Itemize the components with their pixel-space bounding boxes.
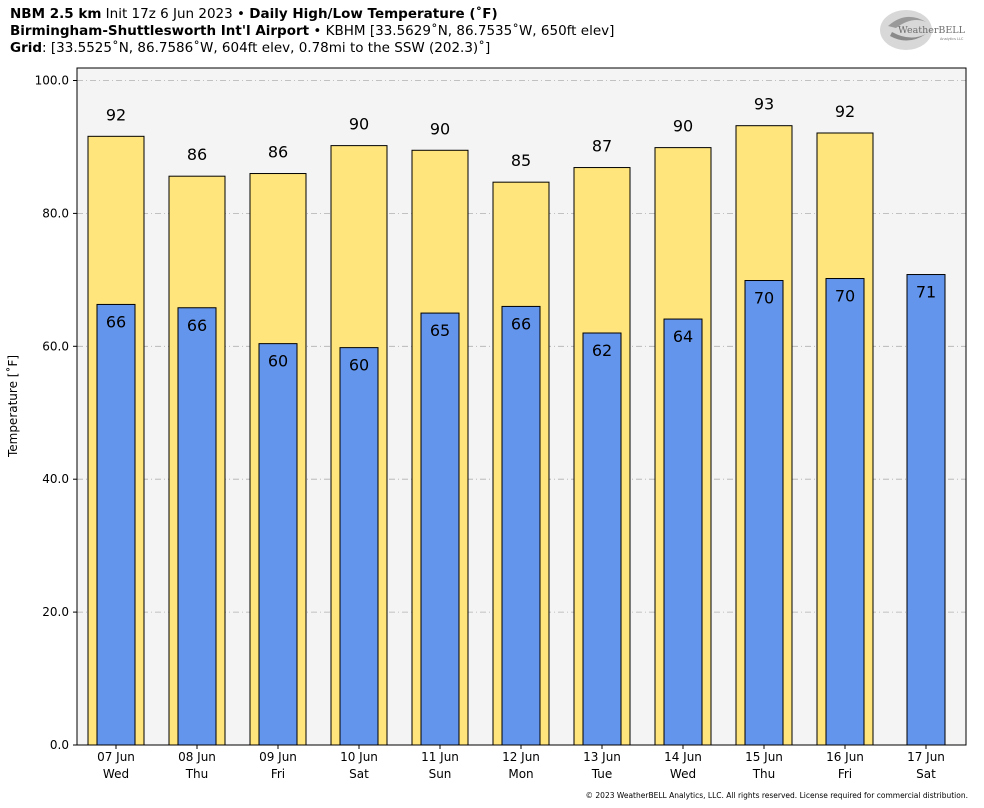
y-tick-label: 20.0 bbox=[42, 605, 69, 619]
low-label: 70 bbox=[754, 289, 774, 308]
model-name: NBM 2.5 km bbox=[10, 6, 102, 22]
x-tick-date: 16 Jun bbox=[826, 750, 864, 764]
x-tick-weekday: Sat bbox=[916, 767, 936, 781]
low-bar bbox=[744, 280, 784, 746]
title-line-3: Grid: [33.5525˚N, 86.7586˚W, 604ft elev,… bbox=[10, 40, 614, 57]
low-label: 66 bbox=[511, 314, 531, 333]
x-tick-date: 17 Jun bbox=[907, 750, 945, 764]
x-tick-weekday: Fri bbox=[838, 767, 852, 781]
x-tick-date: 14 Jun bbox=[664, 750, 702, 764]
low-bar bbox=[663, 318, 703, 746]
y-tick-label: 100.0 bbox=[35, 74, 69, 88]
logo-text: WeatherBELL bbox=[898, 25, 966, 36]
x-tick-weekday: Tue bbox=[591, 767, 613, 781]
copyright-notice: © 2023 WeatherBELL Analytics, LLC. All r… bbox=[585, 791, 968, 800]
x-tick-weekday: Thu bbox=[752, 767, 776, 781]
chart-title: Daily High/Low Temperature (˚F) bbox=[249, 6, 498, 22]
x-tick-weekday: Fri bbox=[271, 767, 285, 781]
title-line-2: Birmingham-Shuttlesworth Int'l Airport •… bbox=[10, 23, 614, 40]
x-tick-date: 10 Jun bbox=[340, 750, 378, 764]
x-tick-date: 15 Jun bbox=[745, 750, 783, 764]
title-line-1: NBM 2.5 km Init 17z 6 Jun 2023 • Daily H… bbox=[10, 6, 614, 23]
x-tick-date: 12 Jun bbox=[502, 750, 540, 764]
title-block: NBM 2.5 km Init 17z 6 Jun 2023 • Daily H… bbox=[10, 6, 614, 57]
y-tick-label: 40.0 bbox=[42, 472, 69, 486]
low-bar bbox=[582, 332, 622, 746]
low-label: 60 bbox=[349, 356, 369, 375]
high-label: 92 bbox=[106, 105, 126, 124]
high-label: 90 bbox=[430, 119, 450, 138]
low-label: 66 bbox=[187, 316, 207, 335]
station-name: Birmingham-Shuttlesworth Int'l Airport bbox=[10, 23, 310, 39]
low-bar bbox=[177, 307, 217, 746]
data-labels: 92 66 86 66 86 60 90 60 90 65 85 66 87 62 90 64 93 70 92 70… bbox=[106, 95, 936, 375]
weatherbell-logo: WeatherBELL Analytics LLC bbox=[880, 10, 966, 50]
axes: 0.0 20.0 40.0 60.0 80.0 100.0 07 Jun Wed 08 Jun T… bbox=[35, 67, 967, 781]
high-label: 90 bbox=[673, 117, 693, 136]
x-tick-date: 11 Jun bbox=[421, 750, 459, 764]
high-label: 87 bbox=[592, 137, 612, 156]
grid-info: : [33.5525˚N, 86.7586˚W, 604ft elev, 0.7… bbox=[42, 40, 491, 56]
x-tick-weekday: Mon bbox=[508, 767, 533, 781]
x-tick-date: 09 Jun bbox=[259, 750, 297, 764]
high-label: 85 bbox=[511, 151, 531, 170]
low-label: 60 bbox=[268, 352, 288, 371]
low-label: 64 bbox=[673, 327, 693, 346]
plot-frame bbox=[76, 67, 967, 746]
low-bar bbox=[906, 274, 946, 746]
low-bar bbox=[339, 347, 379, 746]
grid-label: Grid bbox=[10, 40, 43, 56]
x-tick-weekday: Sun bbox=[429, 767, 452, 781]
x-tick-weekday: Thu bbox=[185, 767, 209, 781]
low-bar bbox=[501, 305, 541, 746]
x-tick-date: 13 Jun bbox=[583, 750, 621, 764]
x-tick-weekday: Wed bbox=[670, 767, 696, 781]
station-info: • KBHM [33.5629˚N, 86.7535˚W, 650ft elev… bbox=[309, 23, 615, 39]
high-label: 90 bbox=[349, 115, 369, 134]
y-tick-label: 0.0 bbox=[50, 738, 69, 752]
high-label: 86 bbox=[187, 145, 207, 164]
low-bar bbox=[825, 278, 865, 746]
high-label: 93 bbox=[754, 95, 774, 114]
bars bbox=[87, 125, 946, 746]
low-label: 71 bbox=[916, 283, 936, 302]
low-label: 62 bbox=[592, 341, 612, 360]
low-bar bbox=[420, 312, 460, 746]
y-tick-label: 60.0 bbox=[42, 339, 69, 353]
x-tick-weekday: Wed bbox=[103, 767, 129, 781]
x-tick-weekday: Sat bbox=[349, 767, 369, 781]
low-label: 65 bbox=[430, 321, 450, 340]
logo-subtext: Analytics LLC bbox=[940, 37, 964, 41]
low-bar bbox=[96, 303, 136, 746]
low-bar bbox=[258, 343, 298, 746]
x-tick-date: 08 Jun bbox=[178, 750, 216, 764]
low-label: 70 bbox=[835, 287, 855, 306]
x-tick-date: 07 Jun bbox=[97, 750, 135, 764]
y-tick-label: 80.0 bbox=[42, 206, 69, 220]
high-label: 92 bbox=[835, 102, 855, 121]
low-label: 66 bbox=[106, 312, 126, 331]
init-time: Init 17z 6 Jun 2023 • bbox=[101, 6, 250, 22]
y-axis-label: Temperature [˚F] bbox=[5, 355, 20, 458]
high-label: 86 bbox=[268, 143, 288, 162]
